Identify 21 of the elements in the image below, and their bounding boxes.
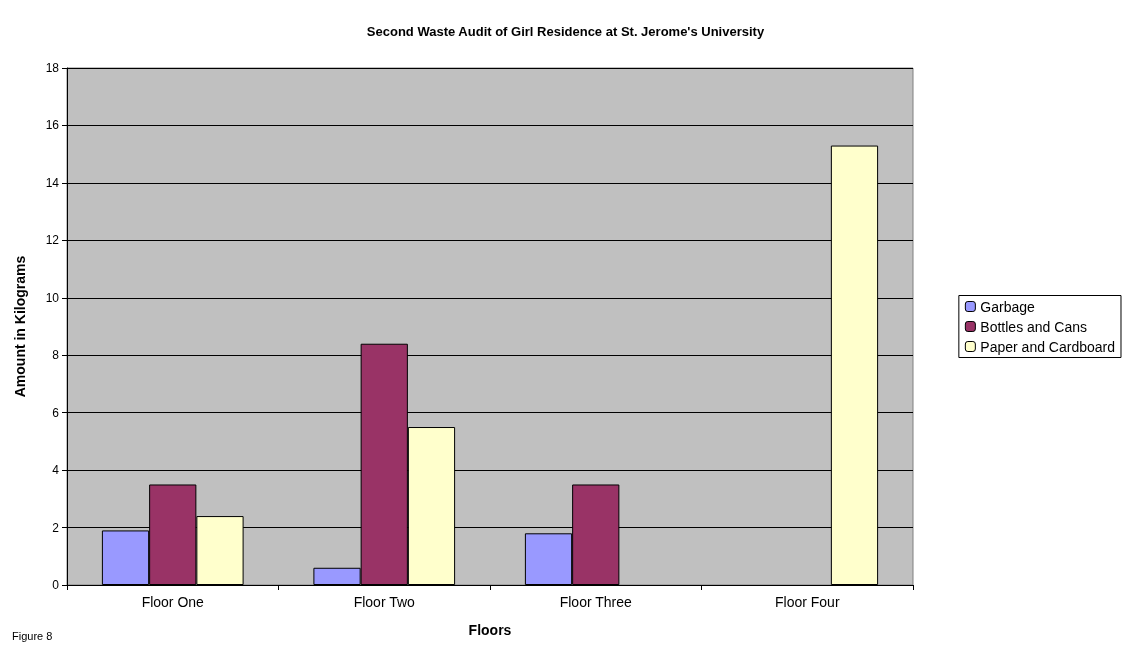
y-tick-label: 6 <box>52 405 60 420</box>
x-tick-label: Floor Two <box>353 594 416 610</box>
y-tick-label: 18 <box>45 61 60 75</box>
caption: Figure 8 <box>12 629 53 642</box>
y-tick-label: 16 <box>45 118 60 133</box>
y-axis-title: Amount in Kilograms <box>12 255 28 398</box>
legend-label: Garbage <box>980 298 1036 315</box>
chart-title: Second Waste Audit of Girl Residence at St. Jerome's University <box>366 24 765 39</box>
legend-label: Bottles and Cans <box>980 318 1087 335</box>
y-tick-label: 0 <box>52 578 60 592</box>
y-tick-label: 12 <box>45 233 60 248</box>
x-tick-label: Floor One <box>141 594 205 610</box>
y-tick-label: 8 <box>52 348 60 363</box>
x-tick-label: Floor Three <box>559 594 633 610</box>
y-tick-label: 14 <box>45 175 60 190</box>
y-tick-label: 2 <box>52 520 60 535</box>
y-tick-label: 10 <box>45 290 60 305</box>
x-tick-label: Floor Four <box>774 594 840 610</box>
legend-label: Paper and Cardboard <box>980 338 1116 355</box>
y-tick-label: 4 <box>52 463 60 478</box>
x-axis-title: Floors <box>468 622 512 638</box>
